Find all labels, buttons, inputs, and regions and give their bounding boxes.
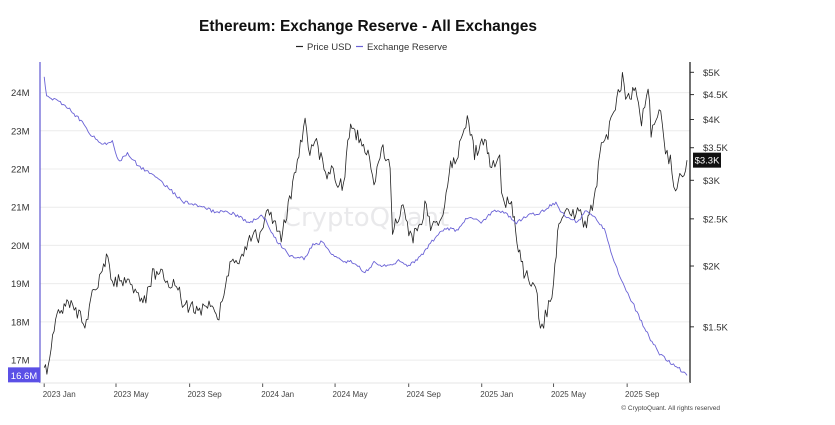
right-tick-label: $3K — [703, 176, 721, 187]
x-tick-label: 2025 Jan — [480, 390, 513, 399]
right-tick-label: $4.5K — [703, 90, 728, 101]
x-tick-label: 2023 May — [113, 390, 148, 399]
left-tick-label: 21M — [11, 203, 30, 214]
x-tick-label: 2025 May — [551, 390, 586, 399]
x-tick-label: 2023 Jan — [43, 390, 76, 399]
right-current-label: $3.3K — [695, 156, 720, 167]
left-tick-label: 17M — [11, 356, 30, 367]
x-axis: 2023 Jan 2023 May 2023 Sep 2024 Jan 2024 May… — [40, 382, 690, 399]
left-tick-label: 20M — [11, 241, 30, 252]
left-tick-label: 18M — [11, 317, 30, 328]
left-current-badge — [8, 367, 40, 383]
right-tick-label: $5K — [703, 68, 721, 79]
left-current-label: 16.6M — [11, 371, 37, 382]
right-axis: $1.5K $2K $2.5K $3K $3.5K $4K $4.5K $5K — [689, 62, 728, 383]
gridlines — [40, 92, 690, 361]
right-tick-label: $3.5K — [703, 143, 728, 154]
x-tick-label: 2024 Jan — [261, 390, 294, 399]
left-tick-label: 19M — [11, 279, 30, 290]
left-axis: 17M 18M 19M 20M 21M 22M 23M 24M — [11, 62, 41, 383]
right-tick-label: $2K — [703, 262, 721, 273]
x-tick-label: 2023 Sep — [187, 390, 222, 399]
right-tick-label: $1.5K — [703, 322, 728, 333]
right-current-badge — [693, 152, 721, 168]
x-tick-label: 2025 Sep — [625, 390, 660, 399]
right-tick-label: $4K — [703, 115, 721, 126]
copyright-credit: © CryptoQuant. All rights reserved — [621, 404, 720, 412]
x-tick-label: 2024 May — [333, 390, 368, 399]
legend-label-reserve: Exchange Reserve — [367, 42, 447, 53]
chart-title: Ethereum: Exchange Reserve - All Exchang… — [199, 18, 537, 35]
watermark: CryptoQuant — [283, 203, 449, 233]
right-tick-label: $2.5K — [703, 214, 728, 225]
left-tick-label: 24M — [11, 88, 30, 99]
exchange-reserve-line — [43, 76, 688, 376]
value-badges: 16.6M $3.3K — [8, 152, 721, 383]
legend-label-price: Price USD — [307, 42, 351, 53]
left-tick-label: 22M — [11, 165, 30, 176]
series-layer — [43, 72, 688, 376]
x-tick-label: 2024 Sep — [407, 390, 442, 399]
legend: Price USD Exchange Reserve — [296, 42, 447, 53]
left-tick-label: 23M — [11, 126, 30, 137]
price-usd-line — [43, 72, 688, 375]
